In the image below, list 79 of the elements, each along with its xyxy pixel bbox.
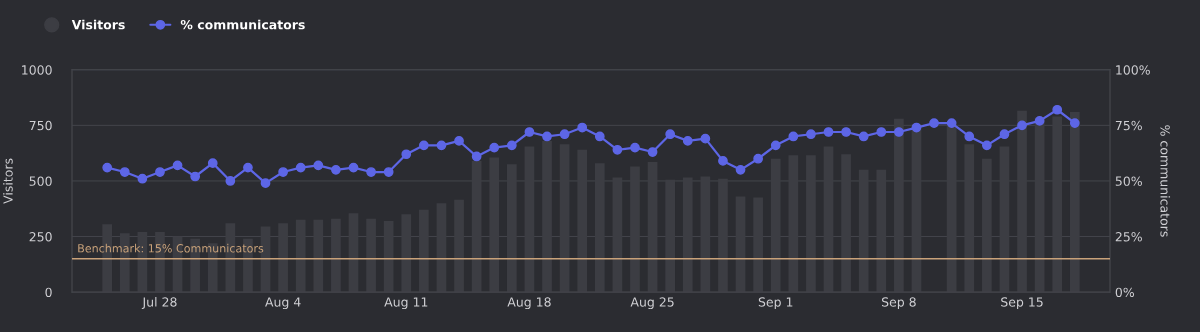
x-tick-label: Jul 28 [141,297,177,310]
point [366,167,376,177]
x-tick-label: Aug 11 [384,297,428,310]
point [190,171,201,182]
point [946,118,957,128]
point [929,118,939,128]
x-tick-label: Aug 18 [507,297,551,310]
y-axis-title: Visitors [3,158,13,204]
point [612,144,623,155]
y-tick-label: 1000 [22,65,52,75]
point [436,140,447,151]
point [243,162,253,173]
point [102,162,113,173]
x-tick-label: Sep 15 [1001,297,1043,310]
point [594,131,605,142]
x-tick-label: Aug 4 [265,297,301,310]
point [1069,118,1080,128]
point [454,136,464,146]
point [577,122,588,133]
point [735,164,746,175]
y-tick-label: 500 [29,176,52,186]
x-tick-label: Aug 25 [630,297,674,310]
point [647,147,658,157]
point [383,167,394,177]
point [1052,104,1063,115]
y-tick-label: 0 [45,287,52,298]
point [295,162,306,173]
point [225,176,236,186]
legend-label: % communicators [180,19,305,30]
x-tick-label: Sep 1 [758,297,793,310]
y2-tick-label: 0% [1115,287,1134,298]
legend-label: Visitors [71,19,125,30]
point [981,140,992,151]
point [331,164,341,175]
point [823,127,834,137]
point [999,129,1010,140]
point [278,167,288,177]
point [172,160,183,171]
y2-tick-label: 75% [1115,120,1142,131]
point [401,149,412,160]
point [788,131,799,142]
point [419,140,429,151]
point [489,142,500,153]
point [207,158,218,169]
point [665,129,676,140]
point [718,156,728,166]
y2-tick-label: 25% [1115,232,1142,242]
point [770,140,781,151]
point [911,122,922,133]
point [630,142,640,153]
point [524,127,535,137]
point [894,127,904,137]
point [471,151,482,162]
point [700,133,711,144]
point [313,160,324,171]
point [841,127,851,137]
point [119,167,130,177]
point [1017,120,1027,131]
y-tick-label: 750 [29,120,52,131]
point [155,167,165,177]
point [964,131,975,142]
point [806,129,816,140]
point [542,131,552,142]
ref-line-label: Benchmark: 15% Communicators [78,243,264,253]
point [506,140,517,151]
point [260,178,271,189]
point [682,136,693,146]
point [348,162,359,173]
point [559,129,570,140]
point [858,131,869,142]
y2-tick-label: 100% [1116,65,1150,75]
y2-tick-label: 50% [1115,176,1142,186]
y2-axis-title: % communicators [1160,125,1171,237]
x-tick-label: Sep 8 [881,297,916,310]
point [137,173,148,184]
point [1034,116,1045,126]
point [876,127,887,137]
y-tick-label: 250 [29,232,52,242]
point [753,153,763,164]
